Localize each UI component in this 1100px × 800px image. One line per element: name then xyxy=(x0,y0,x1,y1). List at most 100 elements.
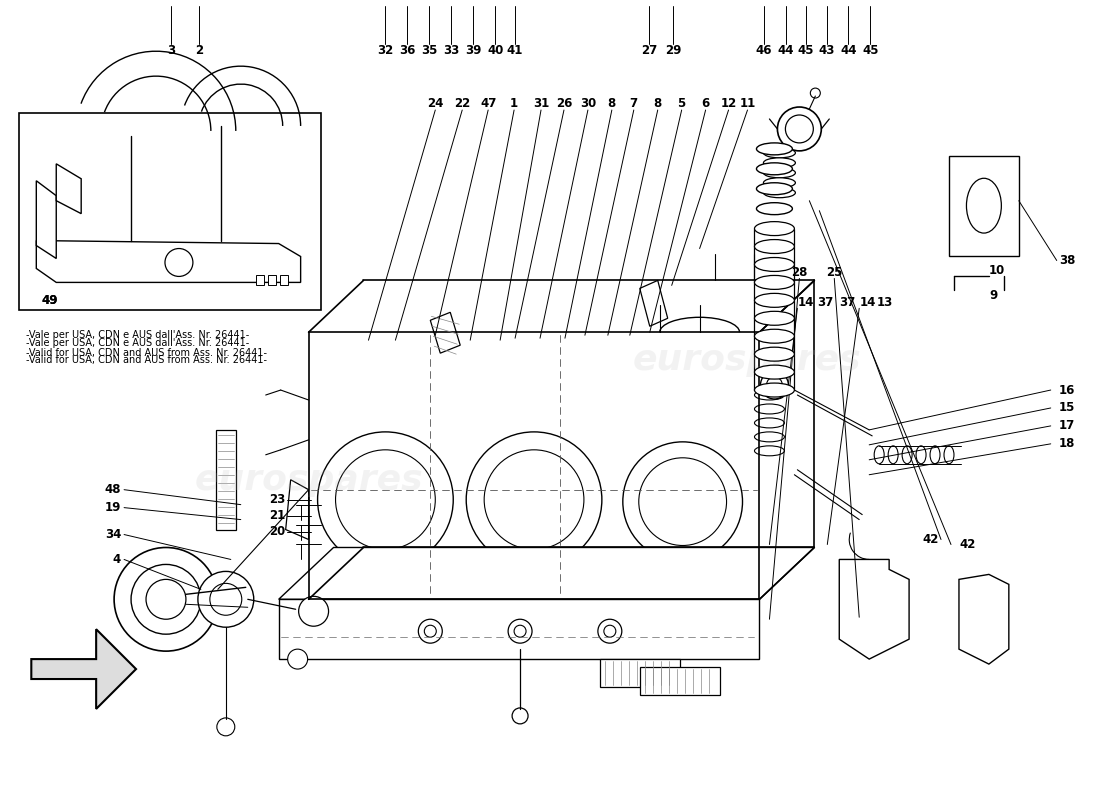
Ellipse shape xyxy=(755,258,794,271)
Circle shape xyxy=(760,371,789,399)
Text: 26: 26 xyxy=(556,97,572,110)
Polygon shape xyxy=(216,430,235,530)
Polygon shape xyxy=(278,547,814,599)
Text: 18: 18 xyxy=(1058,438,1075,450)
Text: 40: 40 xyxy=(487,44,504,58)
Text: 34: 34 xyxy=(104,528,121,541)
Bar xyxy=(640,667,719,695)
Bar xyxy=(279,275,288,286)
Ellipse shape xyxy=(755,446,784,456)
Text: 28: 28 xyxy=(791,266,807,279)
Ellipse shape xyxy=(755,404,784,414)
Text: 48: 48 xyxy=(104,483,121,496)
Text: 9: 9 xyxy=(989,289,997,302)
Ellipse shape xyxy=(874,446,884,464)
Ellipse shape xyxy=(755,239,794,254)
Text: 14: 14 xyxy=(798,296,814,309)
Bar xyxy=(267,275,276,286)
Ellipse shape xyxy=(755,275,794,290)
Ellipse shape xyxy=(757,182,792,194)
Text: 17: 17 xyxy=(1058,419,1075,433)
Circle shape xyxy=(778,107,822,151)
Text: 24: 24 xyxy=(427,97,443,110)
Text: -Valid for USA, CDN and AUS from Ass. Nr. 26441-: -Valid for USA, CDN and AUS from Ass. Nr… xyxy=(26,355,267,365)
Ellipse shape xyxy=(755,365,794,379)
Circle shape xyxy=(604,626,616,637)
Circle shape xyxy=(639,458,727,546)
Ellipse shape xyxy=(763,178,795,188)
Ellipse shape xyxy=(755,222,794,235)
Text: 10: 10 xyxy=(989,264,1005,277)
Text: -Valid for USA, CDN and AUS from Ass. Nr. 26441-: -Valid for USA, CDN and AUS from Ass. Nr… xyxy=(26,348,267,358)
Ellipse shape xyxy=(763,188,795,198)
Ellipse shape xyxy=(888,446,898,464)
Polygon shape xyxy=(278,599,759,659)
Text: eurospares: eurospares xyxy=(634,343,861,377)
Circle shape xyxy=(318,432,453,567)
Text: 1: 1 xyxy=(510,97,518,110)
Text: 43: 43 xyxy=(818,44,835,58)
Text: 23: 23 xyxy=(270,493,286,506)
Text: 7: 7 xyxy=(629,97,638,110)
Text: 6: 6 xyxy=(702,97,710,110)
Ellipse shape xyxy=(755,390,784,400)
Text: 38: 38 xyxy=(1058,254,1075,267)
Text: 25: 25 xyxy=(826,266,843,279)
FancyBboxPatch shape xyxy=(20,113,320,310)
Ellipse shape xyxy=(755,383,794,397)
Circle shape xyxy=(217,718,234,736)
Text: 45: 45 xyxy=(798,44,814,58)
Circle shape xyxy=(336,450,436,550)
Circle shape xyxy=(466,432,602,567)
Text: 22: 22 xyxy=(454,97,471,110)
Text: 5: 5 xyxy=(678,97,685,110)
Polygon shape xyxy=(959,574,1009,664)
Text: 39: 39 xyxy=(465,44,482,58)
Ellipse shape xyxy=(763,168,795,178)
Ellipse shape xyxy=(757,202,792,214)
Text: 8: 8 xyxy=(653,97,662,110)
Text: 49: 49 xyxy=(42,294,58,307)
Text: 36: 36 xyxy=(399,44,416,58)
Text: 15: 15 xyxy=(1058,402,1075,414)
Polygon shape xyxy=(640,281,668,326)
Text: 37: 37 xyxy=(839,296,856,309)
Polygon shape xyxy=(36,241,300,282)
Circle shape xyxy=(114,547,218,651)
Polygon shape xyxy=(36,181,56,258)
Ellipse shape xyxy=(902,446,912,464)
Circle shape xyxy=(288,649,308,669)
Text: eurospares: eurospares xyxy=(195,462,422,497)
Circle shape xyxy=(146,579,186,619)
Text: 44: 44 xyxy=(778,44,794,58)
Text: 12: 12 xyxy=(720,97,737,110)
Text: 21: 21 xyxy=(270,509,286,522)
Polygon shape xyxy=(949,156,1019,255)
Text: 19: 19 xyxy=(104,501,121,514)
Text: 14: 14 xyxy=(859,296,876,309)
Text: 30: 30 xyxy=(580,97,596,110)
Text: 16: 16 xyxy=(1058,383,1075,397)
Text: 37: 37 xyxy=(817,296,834,309)
Polygon shape xyxy=(286,480,309,539)
Ellipse shape xyxy=(757,143,792,155)
Text: 11: 11 xyxy=(739,97,756,110)
Text: 41: 41 xyxy=(507,44,524,58)
Ellipse shape xyxy=(763,148,795,158)
Text: 47: 47 xyxy=(480,97,496,110)
Text: 31: 31 xyxy=(532,97,549,110)
Text: 33: 33 xyxy=(443,44,460,58)
Circle shape xyxy=(767,377,782,393)
Circle shape xyxy=(131,565,201,634)
Text: 2: 2 xyxy=(195,44,204,58)
Circle shape xyxy=(811,88,821,98)
Circle shape xyxy=(484,450,584,550)
Ellipse shape xyxy=(755,432,784,442)
Text: 13: 13 xyxy=(877,296,893,309)
Ellipse shape xyxy=(944,446,954,464)
Ellipse shape xyxy=(755,418,784,428)
Text: 4: 4 xyxy=(113,553,121,566)
Text: 3: 3 xyxy=(167,44,176,58)
Ellipse shape xyxy=(763,158,795,168)
Text: 46: 46 xyxy=(756,44,772,58)
